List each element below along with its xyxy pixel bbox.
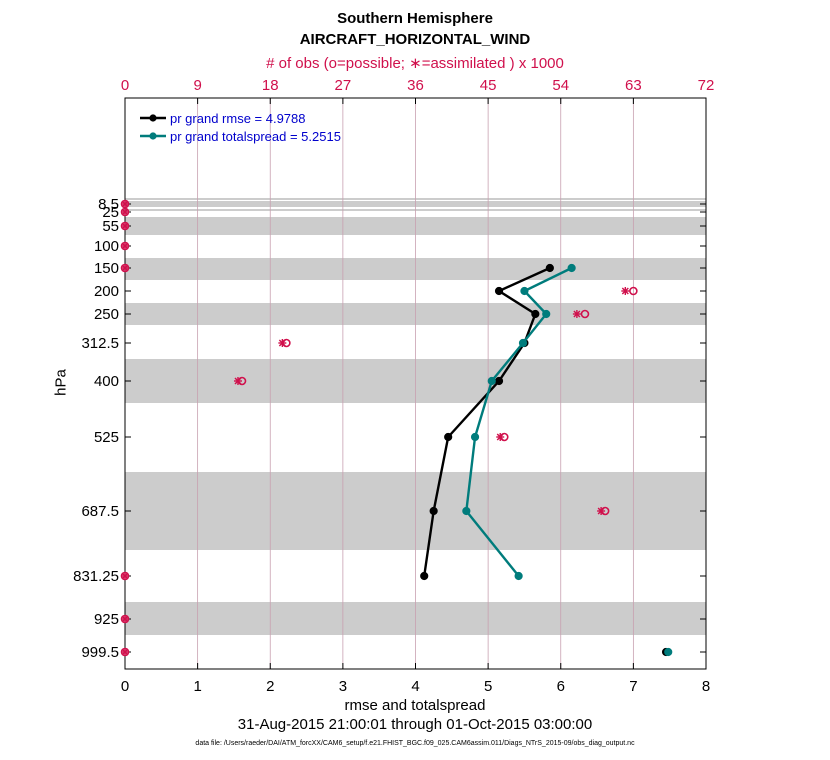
top-tick-label: 9 [193, 77, 201, 94]
x-tick-label: 5 [484, 678, 492, 695]
x-tick-label: 6 [557, 678, 565, 695]
data-point [514, 571, 523, 581]
data-point [542, 309, 551, 319]
data-point [567, 263, 576, 273]
data-point [494, 286, 504, 296]
x-tick-label: 8 [702, 678, 710, 695]
obs-assimilated-marker [597, 507, 606, 515]
top-tick-label: 0 [121, 77, 129, 94]
y-tick-label: 250 [94, 306, 119, 323]
data-point [462, 506, 471, 516]
legend-label: pr grand rmse = 4.9788 [170, 111, 306, 126]
obs-assimilated-marker [121, 200, 129, 208]
x-tick-label: 2 [266, 678, 274, 695]
data-point [420, 571, 429, 581]
y-tick-label: 312.5 [81, 335, 119, 352]
y-tick-label: 999.5 [81, 644, 119, 661]
top-tick-label: 27 [335, 77, 352, 94]
x-tick-label: 1 [193, 678, 201, 695]
obs-assimilated-marker [121, 648, 129, 656]
obs-assimilated-marker [121, 242, 129, 250]
obs-possible-marker [629, 286, 638, 296]
legend-label: pr grand totalspread = 5.2515 [170, 129, 341, 144]
obs-assimilated-marker [572, 310, 581, 318]
series-line [465, 266, 573, 577]
x-axis-label: rmse and totalspread [344, 697, 486, 714]
top-tick-label: 54 [552, 77, 569, 94]
obs-assimilated-marker [121, 572, 129, 580]
obs-possible-marker [580, 309, 590, 319]
top-axis-label: # of obs (o=possible; ∗=assimilated ) x … [266, 55, 564, 72]
x-tick-label: 0 [121, 678, 129, 695]
y-tick-label: 831.25 [73, 568, 119, 585]
data-point [518, 338, 528, 348]
y-tick-label: 200 [94, 283, 119, 300]
x-tick-label: 3 [339, 678, 347, 695]
y-tick-label: 55 [102, 218, 119, 235]
data-file-note: data file: /Users/raeder/DAI/ATM_forcXX/… [195, 740, 635, 747]
obs-assimilated-marker [121, 264, 129, 272]
y-tick-label: 687.5 [81, 503, 119, 520]
top-tick-label: 63 [625, 77, 642, 94]
data-point [470, 432, 480, 442]
data-point [520, 286, 529, 296]
y-tick-label: 150 [94, 260, 119, 277]
y-tick-label: 400 [94, 373, 119, 390]
data-point [487, 376, 496, 386]
chart-subtitle: AIRCRAFT_HORIZONTAL_WIND [299, 31, 531, 48]
legend-marker [149, 132, 157, 140]
obs-assimilated-marker [121, 222, 129, 230]
x-tick-label: 7 [629, 678, 637, 695]
top-tick-label: 72 [698, 77, 715, 94]
data-point [429, 506, 438, 516]
y-tick-label: 8.5 [98, 196, 119, 213]
y-tick-label: 100 [94, 238, 119, 255]
obs-assimilated-marker [121, 615, 129, 623]
data-point [545, 263, 554, 273]
y-tick-label: 525 [94, 429, 119, 446]
y-tick-label: 925 [94, 611, 119, 628]
y-tick-label: 25 [102, 204, 119, 221]
data-point [664, 647, 673, 657]
chart-title: Southern Hemisphere [337, 10, 493, 27]
series-line [423, 266, 551, 577]
data-point [444, 432, 453, 442]
top-tick-label: 36 [407, 77, 424, 94]
obs-assimilated-marker [233, 377, 242, 385]
data-point [531, 309, 540, 319]
obs-assimilated-marker [621, 287, 630, 295]
data-point [494, 376, 504, 386]
legend-marker [149, 114, 157, 122]
top-tick-label: 45 [480, 77, 497, 94]
date-range: 31-Aug-2015 21:00:01 through 01-Oct-2015… [237, 716, 593, 733]
top-tick-label: 18 [262, 77, 279, 94]
obs-assimilated-marker [121, 208, 129, 216]
x-tick-label: 4 [411, 678, 419, 695]
obs-assimilated-marker [278, 339, 287, 347]
y-axis-label: hPa [52, 369, 70, 396]
obs-assimilated-marker [496, 433, 505, 441]
